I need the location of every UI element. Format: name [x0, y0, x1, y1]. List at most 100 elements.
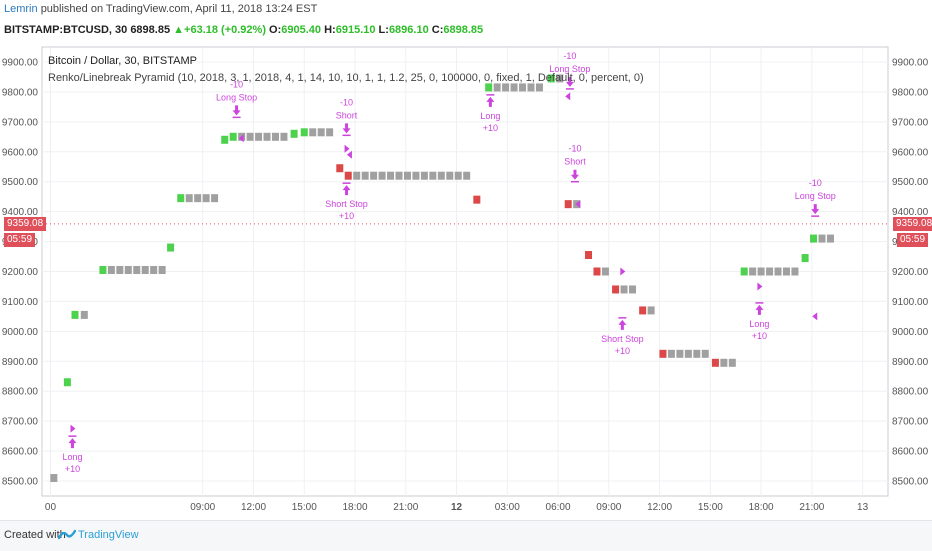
footer: Created with TradingView	[0, 520, 932, 551]
x-tick-label: 15:00	[698, 502, 723, 513]
y-tick-label-right: 9500.00	[892, 177, 929, 188]
renko-brick-neutral	[684, 349, 692, 358]
low-label: L:	[378, 24, 389, 36]
renko-brick-neutral	[667, 349, 675, 358]
renko-brick-down	[711, 358, 719, 367]
y-tick-label-left: 9900.00	[2, 57, 39, 68]
renko-brick-up	[167, 243, 175, 252]
y-tick-label-right: 8800.00	[892, 387, 929, 398]
signal-marker-right	[620, 267, 626, 276]
renko-brick-neutral	[150, 266, 158, 275]
x-tick-label: 21:00	[393, 502, 418, 513]
y-tick-label-left: 8800.00	[2, 387, 39, 398]
up-arrow-icon: ▲	[173, 24, 185, 36]
tradingview-brand-link[interactable]: TradingView	[78, 529, 139, 541]
renko-brick-neutral	[535, 83, 543, 92]
renko-brick-up	[290, 129, 298, 138]
signal-up: Short Stop +10	[325, 182, 368, 221]
signal-down: -10 Long Stop	[549, 51, 590, 90]
renko-brick-neutral	[720, 358, 728, 367]
renko-brick-neutral	[693, 349, 701, 358]
x-tick-label: 21:00	[799, 502, 824, 513]
renko-brick-neutral	[158, 266, 166, 275]
renko-brick-neutral	[454, 171, 462, 180]
up-arrow-icon	[486, 96, 495, 107]
renko-brick-neutral	[387, 171, 395, 180]
renko-brick-neutral	[280, 132, 288, 141]
renko-brick-neutral	[185, 194, 193, 203]
signal-label: Short	[564, 157, 586, 167]
renko-brick-neutral	[629, 285, 637, 294]
renko-brick-neutral	[353, 171, 361, 180]
signal-marker-left	[812, 312, 818, 321]
series-legend[interactable]: Bitcoin / Dollar, 30, BITSTAMP	[48, 55, 197, 67]
low-value: 6896.10	[388, 24, 429, 36]
x-tick-label: 12	[451, 502, 463, 513]
countdown-tag-right: 05:59	[897, 233, 929, 247]
indicator-legend[interactable]: Renko/Linebreak Pyramid (10, 2018, 3, 1,…	[48, 72, 644, 84]
y-tick-label-left: 9600.00	[2, 147, 39, 158]
up-arrow-icon	[618, 319, 627, 330]
x-tick-label: 09:00	[190, 502, 215, 513]
renko-brick-up	[547, 74, 555, 83]
chart-canvas[interactable]: 8500.00 8500.00 8600.00 8600.00 8700.00 8700.…	[0, 45, 932, 515]
tradingview-logo-icon[interactable]	[58, 528, 76, 542]
renko-brick-neutral	[446, 171, 454, 180]
renko-brick-neutral	[791, 267, 799, 276]
renko-brick-neutral	[782, 267, 790, 276]
signal-label: Long Stop	[216, 92, 257, 102]
renko-brick-neutral	[263, 132, 271, 141]
signal-label: +10	[483, 123, 498, 133]
renko-brick-up	[801, 254, 809, 263]
created-with-text: Created with	[4, 529, 66, 541]
x-tick-label: 15:00	[292, 502, 317, 513]
y-tick-label-right: 9000.00	[892, 327, 929, 338]
signal-label: Long Stop	[549, 64, 590, 74]
renko-brick-neutral	[728, 358, 736, 367]
open-value: 6905.40	[281, 24, 322, 36]
renko-brick-neutral	[326, 128, 334, 137]
signal-down: -10 Long Stop	[795, 178, 836, 217]
signal-marker-right	[757, 282, 763, 291]
renko-brick-up	[221, 135, 229, 144]
author-link[interactable]: Lemrin	[4, 3, 38, 15]
renko-brick-up	[300, 128, 308, 137]
signal-marker-left	[238, 134, 244, 143]
renko-brick-neutral	[361, 171, 369, 180]
y-tick-label-left: 9800.00	[2, 87, 39, 98]
renko-brick-neutral	[519, 83, 527, 92]
y-tick-label-right: 9400.00	[892, 207, 929, 218]
renko-brick-neutral	[556, 74, 564, 83]
signal-label: Short Stop	[601, 334, 644, 344]
last-price-tag-left: 9359.08	[4, 217, 47, 231]
signal-up: Long +10	[749, 302, 769, 341]
y-tick-label-left: 8600.00	[2, 447, 39, 458]
renko-brick-neutral	[116, 266, 124, 275]
y-tick-label-right: 8700.00	[892, 417, 929, 428]
renko-brick-neutral	[211, 194, 219, 203]
renko-brick-neutral	[50, 474, 58, 483]
renko-brick-neutral	[527, 83, 535, 92]
renko-brick-down	[659, 349, 667, 358]
countdown-tag-left: 05:59	[4, 233, 36, 247]
signal-label: +10	[65, 464, 80, 474]
renko-brick-neutral	[141, 266, 149, 275]
y-tick-label-left: 8700.00	[2, 417, 39, 428]
renko-brick-neutral	[676, 349, 684, 358]
renko-brick-neutral	[493, 83, 501, 92]
open-label: O:	[269, 24, 282, 36]
down-arrow-icon	[342, 123, 351, 134]
signal-label: +10	[615, 346, 630, 356]
renko-brick-neutral	[463, 171, 471, 180]
signal-down: -10 Short	[564, 144, 586, 183]
renko-brick-neutral	[370, 171, 378, 180]
up-arrow-icon	[68, 438, 77, 449]
signal-down: -10 Long Stop	[216, 79, 257, 119]
signal-label: -10	[809, 178, 822, 188]
close-value: 6898.85	[443, 24, 484, 36]
y-tick-label-right: 9800.00	[892, 87, 929, 98]
renko-brick-neutral	[124, 266, 132, 275]
y-tick-label-right: 9900.00	[892, 57, 929, 68]
chart-frame[interactable]: 8500.00 8500.00 8600.00 8600.00 8700.00 8700.…	[0, 45, 932, 515]
signal-label: -10	[340, 97, 353, 107]
